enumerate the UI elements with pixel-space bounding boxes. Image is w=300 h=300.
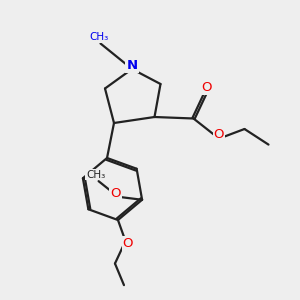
- Text: O: O: [202, 81, 212, 94]
- Text: N: N: [126, 58, 138, 72]
- Text: O: O: [123, 237, 133, 250]
- Text: CH₃: CH₃: [89, 32, 109, 42]
- Text: CH₃: CH₃: [86, 169, 105, 180]
- Text: O: O: [214, 128, 224, 142]
- Text: O: O: [110, 187, 121, 200]
